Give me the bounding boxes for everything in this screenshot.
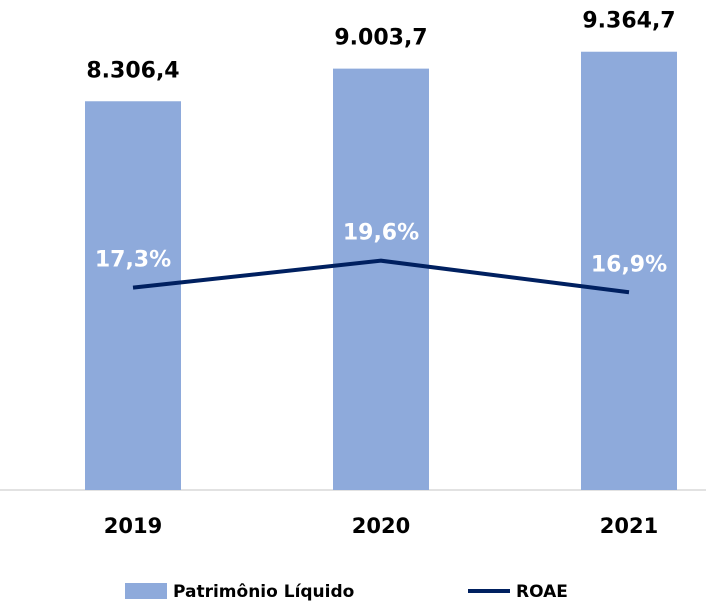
bar — [85, 101, 181, 490]
line-value-label: 19,6% — [343, 221, 419, 246]
legend-swatch — [125, 583, 167, 599]
x-tick-label: 2020 — [352, 514, 410, 538]
legend-label: ROAE — [516, 582, 568, 602]
line — [132, 258, 630, 295]
bar — [333, 68, 429, 491]
bar-value-label: 8.306,4 — [86, 58, 179, 83]
x-tick-label: 2021 — [600, 514, 658, 538]
bar-value-label: 9.003,7 — [334, 26, 427, 51]
line-value-label: 16,9% — [591, 252, 667, 277]
bar-value-label: 9.364,7 — [582, 9, 675, 34]
legend-label: Patrimônio Líquido — [173, 582, 354, 602]
x-tick-label: 2019 — [104, 514, 162, 538]
line-value-label: 17,3% — [95, 248, 171, 273]
bar — [581, 51, 677, 490]
